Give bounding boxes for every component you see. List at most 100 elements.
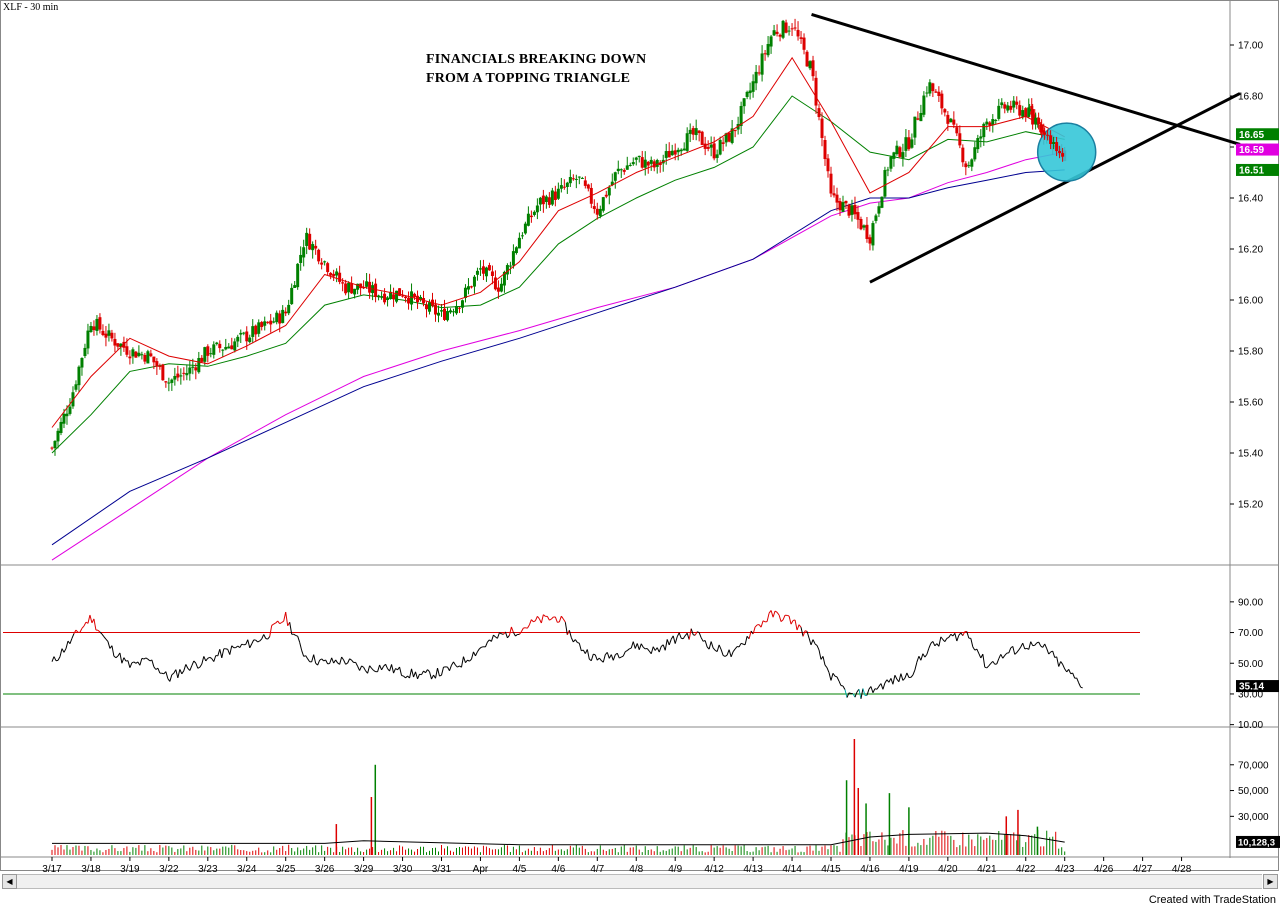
- rsi-line-segment: [61, 648, 65, 653]
- rsi-line-segment: [688, 628, 692, 640]
- rsi-line-segment: [531, 619, 534, 623]
- candle-body: [281, 309, 285, 323]
- candle-body: [389, 291, 393, 299]
- rsi-line-segment: [389, 664, 393, 672]
- x-tick-label: 4/15: [821, 864, 841, 875]
- rsi-line-segment: [1038, 641, 1042, 647]
- rsi-line-segment: [754, 624, 758, 628]
- candle-body: [266, 321, 270, 323]
- candle-body: [850, 205, 854, 215]
- candle-body: [817, 108, 821, 118]
- rsi-line-segment: [836, 676, 840, 682]
- rsi-line-segment: [632, 641, 636, 649]
- rsi-line-segment: [876, 686, 880, 690]
- rsi-line-segment: [924, 654, 928, 658]
- candle-body: [317, 249, 321, 262]
- x-tick-label: 4/8: [629, 864, 643, 875]
- candle-body: [676, 149, 680, 153]
- rsi-line-segment: [766, 613, 770, 622]
- rsi-line-segment: [449, 665, 452, 671]
- rsi-line-segment: [507, 635, 510, 639]
- candle-body: [442, 308, 446, 320]
- x-tick-label: 4/27: [1133, 864, 1153, 875]
- candle-body: [338, 272, 342, 282]
- candle-body: [284, 311, 288, 314]
- candle-body: [568, 176, 572, 184]
- candle-body: [77, 366, 81, 386]
- rsi-line-segment: [99, 631, 103, 635]
- rsi-line-segment: [447, 666, 450, 671]
- rsi-line-segment: [838, 680, 842, 686]
- candle-body: [982, 123, 986, 138]
- rsi-line-segment: [217, 649, 221, 657]
- candle-body: [598, 208, 602, 217]
- rsi-line-segment: [161, 672, 164, 675]
- rsi-line-segment: [165, 671, 169, 679]
- candle-body: [224, 346, 228, 350]
- candle-body: [883, 170, 887, 197]
- candle-body: [98, 317, 102, 330]
- candle-body: [739, 105, 743, 127]
- candle-body: [377, 295, 381, 297]
- rsi-line-segment: [810, 639, 814, 646]
- rsi-line-segment: [866, 689, 870, 696]
- rsi-line-segment: [534, 616, 538, 622]
- rsi-line-segment: [484, 641, 488, 648]
- rsi-line-segment: [311, 654, 315, 662]
- candle-body: [305, 232, 309, 246]
- x-tick-label: 3/25: [276, 864, 296, 875]
- candle-body: [155, 361, 159, 367]
- rsi-line-segment: [279, 622, 282, 625]
- rsi-line-segment: [828, 672, 832, 681]
- rsi-line-segment: [700, 637, 704, 642]
- rsi-line-segment: [966, 631, 970, 639]
- rsi-line-segment: [283, 611, 287, 622]
- rsi-line-segment: [762, 620, 766, 623]
- rsi-line-segment: [257, 640, 260, 643]
- rsi-line-segment: [646, 648, 650, 652]
- scroll-left-icon[interactable]: ◀: [2, 874, 17, 889]
- rsi-line-segment: [652, 646, 656, 651]
- candle-body: [976, 138, 980, 150]
- candle-body: [1012, 100, 1016, 108]
- candle-body: [745, 91, 749, 97]
- rsi-line-segment: [469, 658, 472, 662]
- footer-credit: Created with TradeStation: [1148, 894, 1276, 906]
- candle-body: [577, 176, 581, 178]
- candle-body: [955, 127, 959, 134]
- candle-body: [778, 34, 782, 37]
- rsi-line-segment: [621, 655, 624, 658]
- rsi-line-segment: [181, 670, 185, 675]
- rsi-line-segment: [616, 653, 620, 659]
- candle-body: [1021, 110, 1025, 117]
- candle-body: [859, 218, 863, 230]
- horizontal-scrollbar[interactable]: [17, 874, 1262, 889]
- rsi-line-segment: [281, 620, 284, 623]
- rsi-line-segment: [1060, 661, 1064, 665]
- rsi-line-segment: [976, 648, 980, 654]
- candle-body: [478, 268, 482, 270]
- candle-body: [742, 98, 746, 107]
- scroll-right-icon[interactable]: ▶: [1263, 874, 1278, 889]
- rsi-line-segment: [1022, 642, 1026, 650]
- rsi-line-segment: [956, 635, 960, 642]
- rsi-line-segment: [303, 655, 306, 657]
- rsi-line-segment: [1042, 643, 1046, 648]
- rsi-line-segment: [143, 657, 147, 660]
- rsi-line-segment: [860, 688, 864, 699]
- rsi-line-segment: [465, 659, 468, 663]
- candle-body: [137, 352, 141, 356]
- rsi-line-segment: [578, 643, 582, 651]
- candle-body: [649, 159, 653, 164]
- rsi-line-segment: [277, 620, 281, 625]
- rsi-line-segment: [984, 666, 987, 669]
- candle-body: [988, 122, 992, 126]
- candle-body: [940, 93, 944, 109]
- rsi-line-segment: [183, 664, 187, 671]
- rsi-line-segment: [916, 656, 920, 663]
- candle-body: [392, 294, 396, 300]
- candle-body: [413, 293, 417, 298]
- rsi-line-segment: [760, 620, 764, 628]
- rsi-line-segment: [732, 648, 736, 652]
- candle-body: [616, 168, 620, 172]
